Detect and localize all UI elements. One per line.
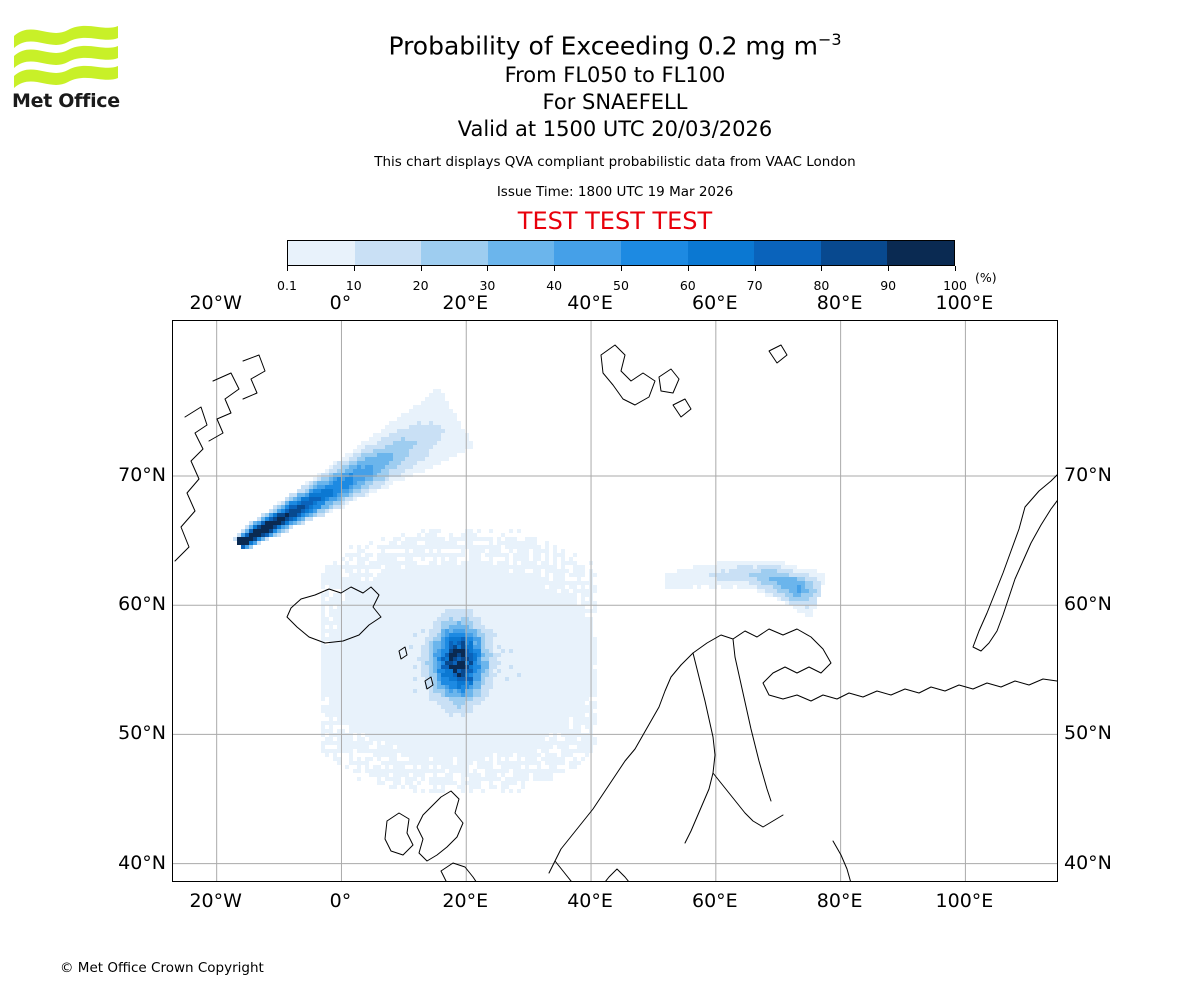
met-office-logo (12, 22, 122, 112)
coastline-layer (174, 344, 1057, 881)
latitude-axis-left: 40°N 50°N 60°N 70°N (0, 320, 166, 882)
longitude-tick-label: 20°E (442, 292, 489, 314)
colorbar-tick (420, 266, 422, 271)
colorbar-tick-label: 30 (479, 278, 496, 293)
map-canvas (173, 321, 1057, 881)
colorbar-tick-label: 80 (813, 278, 830, 293)
colorbar-bands (287, 240, 955, 266)
longitude-tick-label: 40°E (567, 292, 613, 314)
colorbar-tick-label: 0.1 (277, 278, 297, 293)
colorbar-ticks (287, 266, 956, 278)
colorbar-tick (821, 266, 823, 271)
colorbar-band-6 (687, 241, 755, 265)
test-banner: TEST TEST TEST (517, 207, 713, 236)
longitude-axis-top: 20°W 0° 20°E 40°E 60°E 80°E 100°E (172, 292, 1058, 314)
colorbar-tick (353, 266, 355, 271)
colorbar-tick (287, 266, 288, 271)
latitude-tick-label: 70°N (1064, 464, 1112, 487)
colorbar-band-2 (421, 241, 488, 265)
latitude-tick-label: 60°N (1064, 593, 1112, 616)
latitude-tick-label: 40°N (118, 851, 166, 874)
latitude-tick-label: 50°N (118, 722, 166, 745)
colorbar-band-9 (887, 241, 954, 265)
colorbar-tick-labels: 0.1 10 20 30 40 50 60 70 80 90 100 (277, 278, 967, 296)
colorbar-tick-label: 40 (546, 278, 563, 293)
colorbar-band-3 (487, 241, 555, 265)
colorbar-band-1 (354, 241, 422, 265)
qva-note: This chart displays QVA compliant probab… (374, 154, 856, 171)
met-office-wordmark: Met Office (12, 90, 120, 112)
colorbar-tick-label: 70 (746, 278, 763, 293)
page-title: Probability of Exceeding 0.2 mg m−3 (170, 24, 1060, 62)
colorbar-tick (888, 266, 890, 271)
longitude-tick-label: 0° (329, 890, 352, 912)
flight-level-line: From FL050 to FL100 (504, 63, 726, 88)
valid-time-line: Valid at 1500 UTC 20/03/2026 (457, 117, 773, 142)
colorbar-band-0 (288, 241, 355, 265)
colorbar-tick (621, 266, 622, 271)
longitude-tick-label: 100°E (935, 292, 994, 314)
latitude-tick-label: 40°N (1064, 851, 1112, 874)
colorbar-band-5 (620, 241, 688, 265)
longitude-axis-bottom: 20°W 0° 20°E 40°E 60°E 80°E 100°E (172, 890, 1058, 912)
longitude-tick-label: 100°E (935, 890, 994, 912)
longitude-tick-label: 20°E (442, 890, 489, 912)
colorbar-tick-label: 60 (679, 278, 696, 293)
map-panel (172, 320, 1058, 882)
colorbar-tick-label: 10 (345, 278, 362, 293)
longitude-tick-label: 80°E (816, 890, 863, 912)
longitude-tick-label: 20°W (189, 292, 242, 314)
longitude-tick-label: 0° (329, 292, 352, 314)
colorbar-tick-label: 100 (943, 278, 967, 293)
title-block: Probability of Exceeding 0.2 mg m−3 From… (170, 24, 1060, 235)
map-frame (172, 320, 1058, 882)
colorbar-band-4 (554, 241, 621, 265)
title-main-text: Probability of Exceeding 0.2 mg m (388, 31, 818, 61)
colorbar-band-8 (820, 241, 888, 265)
longitude-tick-label: 20°W (189, 890, 242, 912)
colorbar-unit-label: (%) (975, 270, 997, 285)
issue-time: Issue Time: 1800 UTC 19 Mar 2026 (496, 184, 734, 201)
longitude-tick-label: 60°E (691, 890, 738, 912)
colorbar-tick-label: 90 (880, 278, 897, 293)
copyright-text: © Met Office Crown Copyright (60, 960, 264, 976)
colorbar-tick-label: 50 (613, 278, 629, 293)
colorbar: 0.1 10 20 30 40 50 60 70 80 90 100 (277, 240, 967, 296)
volcano-name-line: For SNAEFELL (542, 90, 688, 115)
colorbar-band-7 (754, 241, 821, 265)
colorbar-tick (487, 266, 489, 271)
graticule-layer (173, 321, 1057, 881)
longitude-tick-label: 80°E (816, 292, 863, 314)
colorbar-tick-label: 20 (412, 278, 429, 293)
colorbar-tick (754, 266, 756, 271)
colorbar-tick (554, 266, 556, 271)
latitude-tick-label: 60°N (118, 593, 166, 616)
title-exponent: −3 (817, 30, 842, 49)
longitude-tick-label: 60°E (691, 292, 738, 314)
colorbar-tick (955, 266, 956, 271)
longitude-tick-label: 40°E (567, 890, 613, 912)
colorbar-tick (687, 266, 689, 271)
latitude-tick-label: 50°N (1064, 722, 1112, 745)
met-office-waves-icon (14, 25, 118, 88)
ash-probability-layer (233, 389, 825, 793)
latitude-tick-label: 70°N (118, 464, 166, 487)
latitude-axis-right: 40°N 50°N 60°N 70°N (1064, 320, 1194, 882)
